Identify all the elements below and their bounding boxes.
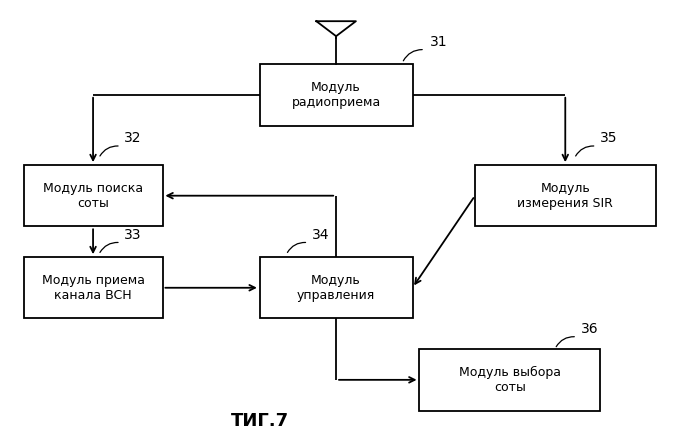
Text: 33: 33 (125, 228, 142, 242)
Text: ΤИГ.7: ΤИГ.7 (231, 412, 289, 430)
Bar (475, 165, 656, 226)
Text: Модуль поиска
соты: Модуль поиска соты (43, 182, 143, 210)
Text: 34: 34 (312, 228, 329, 242)
Text: 36: 36 (580, 322, 598, 336)
Bar (419, 349, 600, 411)
Text: 31: 31 (430, 35, 447, 49)
Bar (260, 257, 412, 318)
Bar (260, 64, 412, 126)
Text: 35: 35 (600, 131, 617, 145)
Text: Модуль
радиоприема: Модуль радиоприема (291, 81, 381, 109)
Text: Модуль
управления: Модуль управления (297, 274, 375, 302)
Text: Модуль приема
канала BCH: Модуль приема канала BCH (41, 274, 145, 302)
Text: Модуль
измерения SIR: Модуль измерения SIR (517, 182, 613, 210)
Text: 32: 32 (125, 131, 142, 145)
Bar (24, 165, 162, 226)
Text: Модуль выбора
соты: Модуль выбора соты (458, 366, 561, 394)
Bar (24, 257, 162, 318)
